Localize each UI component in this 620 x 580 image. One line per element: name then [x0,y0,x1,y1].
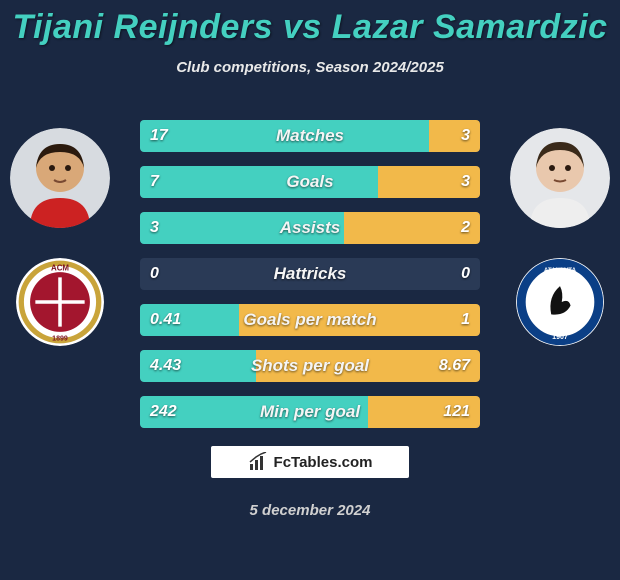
stat-bars-container: Matches173 Goals73 Assists32 Hattricks0 0 Goa… [140,120,480,442]
stat-bar-left-fill [140,350,256,382]
stat-value-left: 0 [150,258,159,290]
svg-text:ACM: ACM [51,263,69,272]
avatar-left-svg [10,128,110,228]
comparison-date: 5 december 2024 [0,502,620,519]
stat-bar-right-fill [239,304,480,336]
comparison-subtitle: Club competitions, Season 2024/2025 [0,59,620,76]
stat-row: Hattricks0 0 [140,258,480,290]
player-left-avatar [10,128,110,228]
stat-bar-right-fill [344,212,480,244]
stat-bar-right-fill [256,350,480,382]
stat-bar-right-fill [378,166,480,198]
chart-icon [248,452,268,472]
stat-value-right: 0 [461,258,470,290]
club-right-logo: ATALANTA 1907 [516,258,604,346]
stat-bar-left-fill [140,396,368,428]
stat-row: Goals73 [140,166,480,198]
svg-text:1907: 1907 [552,334,568,341]
stat-row: Assists32 [140,212,480,244]
avatar-right-svg [510,128,610,228]
svg-text:1899: 1899 [52,336,68,343]
branding-label: FcTables.com [274,454,373,471]
stat-row: Goals per match0.411 [140,304,480,336]
svg-text:ATALANTA: ATALANTA [544,267,577,274]
stat-row: Shots per goal4.438.67 [140,350,480,382]
stat-bar-right-fill [368,396,480,428]
stat-row: Matches173 [140,120,480,152]
club-left-logo: ACM 1899 [16,258,104,346]
stat-row: Min per goal242121 [140,396,480,428]
player-right-avatar [510,128,610,228]
comparison-title: Tijani Reijnders vs Lazar Samardzic [0,0,620,47]
stat-bar-left-fill [140,304,239,336]
stat-bar-left-fill [140,166,378,198]
stat-bar-right-fill [429,120,480,152]
stat-bar-left-fill [140,212,344,244]
branding-badge: FcTables.com [211,446,409,478]
club-left-svg: ACM 1899 [16,258,104,346]
stat-bar-left-fill [140,120,429,152]
club-right-svg: ATALANTA 1907 [516,258,604,346]
stat-label: Hattricks [140,258,480,290]
